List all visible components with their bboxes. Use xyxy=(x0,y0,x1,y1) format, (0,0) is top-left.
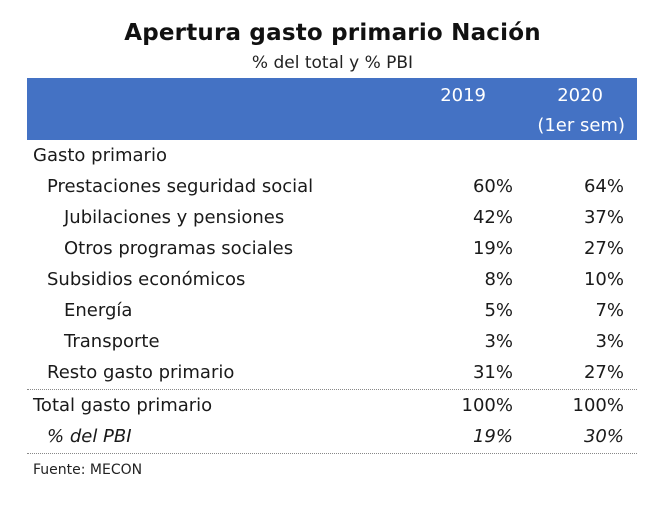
row-label: Resto gasto primario xyxy=(47,362,235,383)
value-2020: 64% xyxy=(583,176,624,197)
table-row-pct-pbi: % del PBI 19% 30% xyxy=(27,422,637,453)
divider xyxy=(27,453,637,454)
value-2019: 19% xyxy=(472,238,513,259)
value-2020: 100% xyxy=(572,395,624,416)
row-label: Otros programas sociales xyxy=(64,238,294,259)
table-row-prestaciones: Prestaciones seguridad social 60% 64% xyxy=(27,172,637,203)
table-row-transporte: Transporte 3% 3% xyxy=(27,327,637,358)
table-row-resto: Resto gasto primario 31% 27% xyxy=(27,358,637,389)
value-2020: 3% xyxy=(595,331,624,352)
value-2019: 19% xyxy=(472,426,513,447)
table-subtitle: % del total y % PBI xyxy=(251,53,414,73)
table-title: Apertura gasto primario Nación xyxy=(124,20,541,46)
value-2019: 42% xyxy=(472,207,513,228)
column-header-2020: 2020 xyxy=(557,85,603,106)
value-2019: 100% xyxy=(461,395,513,416)
value-2019: 3% xyxy=(484,331,513,352)
table-row-total: Total gasto primario 100% 100% xyxy=(27,391,637,422)
source-note: Fuente: MECON xyxy=(33,462,143,478)
value-2020: 7% xyxy=(595,300,624,321)
table-row-jubilaciones: Jubilaciones y pensiones 42% 37% xyxy=(27,203,637,234)
value-2020: 10% xyxy=(583,269,624,290)
table-row-otros-programas: Otros programas sociales 19% 27% xyxy=(27,234,637,265)
column-header-2019: 2019 xyxy=(440,85,486,106)
table-row-gasto-primario: Gasto primario xyxy=(27,141,637,172)
value-2019: 8% xyxy=(484,269,513,290)
row-label: Gasto primario xyxy=(33,145,167,166)
row-label: Transporte xyxy=(64,331,160,352)
row-label: Jubilaciones y pensiones xyxy=(64,207,285,228)
value-2020: 27% xyxy=(583,362,624,383)
row-label: Energía xyxy=(64,300,133,321)
row-label: % del PBI xyxy=(47,426,132,447)
value-2019: 31% xyxy=(472,362,513,383)
row-label: Total gasto primario xyxy=(33,395,213,416)
row-label: Prestaciones seguridad social xyxy=(47,176,314,197)
table-row-energia: Energía 5% 7% xyxy=(27,296,637,327)
value-2020: 37% xyxy=(583,207,624,228)
table-row-subsidios: Subsidios económicos 8% 10% xyxy=(27,265,637,296)
column-header-2020-subtitle: (1er sem) xyxy=(537,115,625,136)
value-2019: 5% xyxy=(484,300,513,321)
value-2020: 30% xyxy=(583,426,624,447)
row-label: Subsidios económicos xyxy=(47,269,246,290)
divider xyxy=(27,389,637,390)
value-2019: 60% xyxy=(472,176,513,197)
header-band xyxy=(27,78,637,140)
value-2020: 27% xyxy=(583,238,624,259)
